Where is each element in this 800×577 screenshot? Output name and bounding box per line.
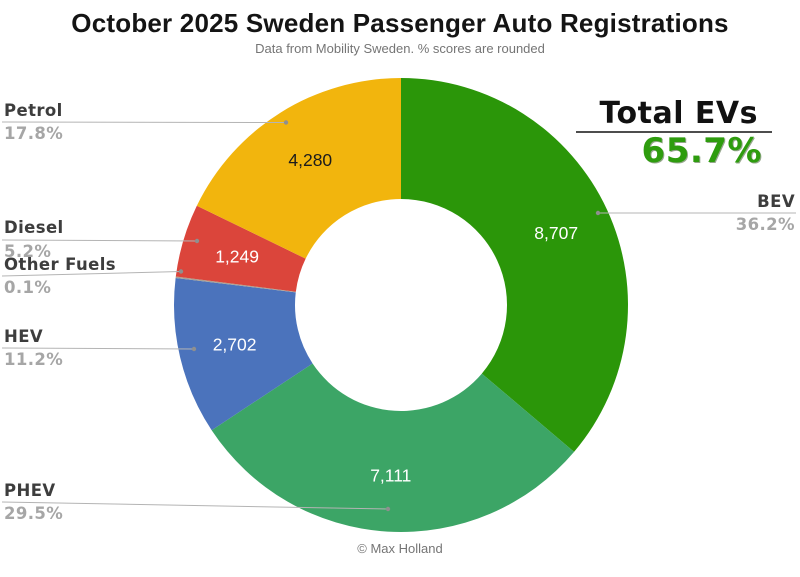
- callout-phev: PHEV: [4, 481, 56, 501]
- petrol-leader-dot: [283, 120, 289, 125]
- leader-lines: [1, 121, 796, 510]
- phev-leader-line: [1, 501, 389, 510]
- callout-hev: HEV: [4, 327, 43, 347]
- bev-leader-dot: [595, 210, 601, 216]
- segment-value-petrol: 4,280: [288, 150, 332, 170]
- callout-bev: BEV: [757, 192, 795, 212]
- callout-phev-pct-wrap: 29.5%: [4, 504, 63, 524]
- callout-bev-name: BEV: [757, 192, 795, 211]
- segment-value-hev: 2,702: [213, 334, 257, 354]
- callout-other-fuels: Other Fuels: [4, 255, 116, 275]
- donut-segment-bev: [401, 78, 628, 452]
- callout-bev-pct-wrap: 36.2%: [736, 215, 795, 235]
- donut-segment-petrol: [196, 78, 401, 259]
- callout-petrol-pct-wrap: 17.8%: [4, 124, 63, 144]
- donut-segment-diesel: [175, 205, 306, 292]
- total-evs-underline: [576, 131, 772, 133]
- phev-leader-dot: [385, 506, 391, 512]
- callout-phev-pct: 29.5%: [4, 504, 64, 523]
- petrol-leader-line: [1, 121, 287, 123]
- page-title: October 2025 Sweden Passenger Auto Regis…: [71, 8, 729, 38]
- donut-segments: [174, 78, 628, 532]
- callout-petrol: Petrol: [4, 101, 63, 121]
- credit-text: © Max Holland: [357, 541, 443, 556]
- callout-petrol-name: Petrol: [4, 101, 63, 120]
- callout-diesel-pct-wrap: 5.2%: [4, 242, 51, 262]
- page-subtitle: Data from Mobility Sweden. % scores are …: [255, 41, 545, 56]
- callout-other-fuels-pct-wrap: 0.1%: [4, 278, 51, 298]
- other-fuels-leader-dot: [178, 269, 184, 274]
- segment-value-bev: 8,707: [534, 223, 578, 243]
- segment-value-phev: 7,111: [370, 466, 411, 486]
- leader-dots: [178, 120, 601, 512]
- callout-phev-name: PHEV: [4, 481, 56, 500]
- callout-hev-pct-wrap: 11.2%: [4, 350, 63, 370]
- diesel-leader-line: [1, 239, 198, 242]
- total-evs-label: Total EVs: [599, 96, 758, 131]
- other-fuels-leader-line: [1, 271, 182, 277]
- callout-diesel: Diesel: [4, 218, 64, 238]
- total-evs-block: Total EVs 65.7%: [576, 97, 772, 170]
- hev-leader-line: [1, 347, 195, 350]
- diesel-leader-dot: [194, 238, 200, 244]
- segment-value-labels: 8,707 7,111 2,702 1,249 4,280: [213, 150, 578, 486]
- donut-segment-phev: [211, 363, 575, 532]
- total-evs-percentage: 65.7%: [641, 131, 762, 171]
- callout-petrol-pct: 17.8%: [4, 124, 64, 143]
- callout-hev-pct: 11.2%: [4, 350, 64, 369]
- callout-other-fuels-pct: 0.1%: [4, 278, 52, 297]
- donut-segment-hev: [174, 277, 313, 431]
- donut-segment-other-fuels: [175, 276, 296, 293]
- callout-other-fuels-name: Other Fuels: [4, 255, 116, 274]
- callout-bev-pct: 36.2%: [735, 215, 795, 234]
- callout-diesel-pct: 5.2%: [4, 242, 52, 261]
- segment-value-diesel: 1,249: [215, 246, 259, 266]
- hev-leader-dot: [191, 346, 197, 352]
- callout-diesel-name: Diesel: [4, 218, 64, 237]
- callout-hev-name: HEV: [4, 327, 44, 346]
